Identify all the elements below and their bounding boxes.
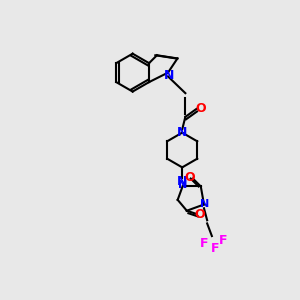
Text: N: N bbox=[178, 180, 187, 190]
Text: F: F bbox=[211, 242, 219, 255]
Text: O: O bbox=[184, 170, 195, 184]
Text: F: F bbox=[200, 237, 208, 250]
Text: N: N bbox=[164, 69, 174, 82]
Text: O: O bbox=[195, 101, 206, 115]
Text: F: F bbox=[219, 234, 227, 247]
Text: N: N bbox=[177, 175, 188, 188]
Text: N: N bbox=[177, 126, 188, 139]
Text: N: N bbox=[200, 200, 209, 209]
Text: O: O bbox=[195, 208, 206, 221]
